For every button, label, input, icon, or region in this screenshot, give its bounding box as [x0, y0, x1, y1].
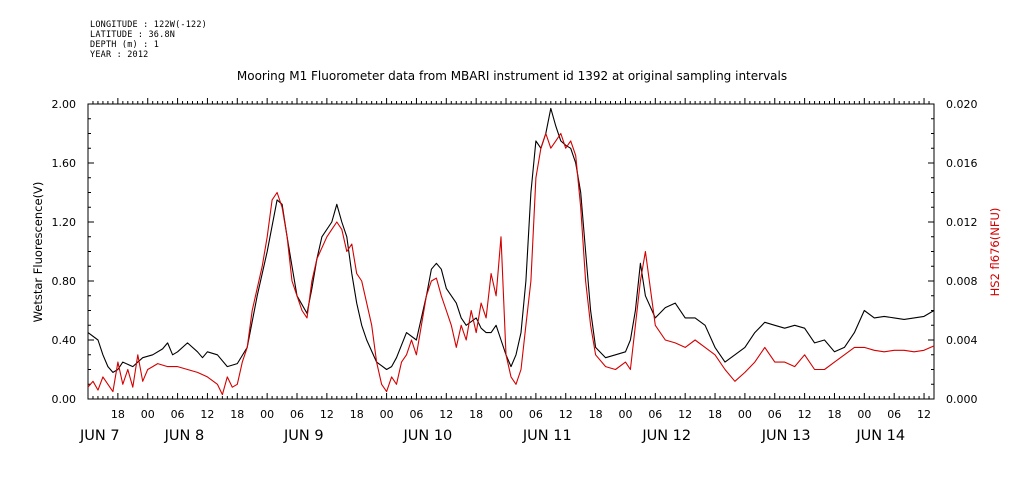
x-hour-tick-label: 00 — [618, 408, 632, 421]
right-y-tick-label: 0.000 — [946, 393, 978, 406]
right-y-tick-label: 0.008 — [946, 275, 978, 288]
x-day-label: JUN 10 — [402, 428, 452, 444]
x-hour-tick-label: 12 — [917, 408, 931, 421]
right-y-tick-label: 0.012 — [946, 216, 978, 229]
x-day-label: JUN 11 — [522, 428, 572, 444]
x-day-label: JUN 8 — [164, 428, 205, 444]
wetstar-fluorescence-line — [87, 107, 935, 373]
plot-frame — [87, 103, 935, 400]
right-y-tick-label: 0.004 — [946, 334, 978, 347]
x-hour-tick-label: 06 — [768, 408, 782, 421]
x-hour-tick-label: 06 — [887, 408, 901, 421]
x-hour-tick-label: 12 — [559, 408, 573, 421]
x-hour-tick-label: 00 — [380, 408, 394, 421]
x-hour-tick-label: 12 — [320, 408, 334, 421]
x-hour-tick-label: 00 — [857, 408, 871, 421]
left-y-tick-label: 2.00 — [52, 98, 77, 111]
latitude-label: LATITUDE : 36.8N — [90, 30, 176, 40]
metadata-block: LONGITUDE : 122W(-122) LATITUDE : 36.8N … — [90, 20, 207, 60]
x-hour-tick-label: 18 — [350, 408, 364, 421]
x-hour-tick-label: 00 — [499, 408, 513, 421]
left-y-tick-label: 0.40 — [52, 334, 77, 347]
x-hour-tick-label: 18 — [230, 408, 244, 421]
left-y-tick-label: 1.20 — [52, 216, 77, 229]
right-y-tick-label: 0.020 — [946, 98, 978, 111]
right-axis-label: HS2 fl676(NFU) — [988, 208, 1002, 297]
x-day-label: JUN 14 — [855, 428, 905, 444]
chart-title: Mooring M1 Fluorometer data from MBARI i… — [237, 69, 787, 83]
x-hour-tick-label: 18 — [708, 408, 722, 421]
x-hour-tick-label: 06 — [409, 408, 423, 421]
x-hour-tick-label: 06 — [171, 408, 185, 421]
hs2-fl676-line — [87, 132, 935, 396]
x-hour-tick-label: 00 — [738, 408, 752, 421]
x-hour-tick-label: 00 — [141, 408, 155, 421]
x-day-label: JUN 12 — [641, 428, 691, 444]
x-hour-tick-label: 18 — [827, 408, 841, 421]
x-hour-tick-label: 00 — [260, 408, 274, 421]
right-axis-tick-labels: 0.000 0.004 0.008 0.012 0.016 0.020 — [946, 98, 978, 406]
x-hour-tick-label: 18 — [469, 408, 483, 421]
depth-label: DEPTH (m) : 1 — [90, 40, 160, 50]
x-hour-tick-label: 18 — [589, 408, 603, 421]
x-axis-tick-labels: 18 00 06 12 18 00 06 12 18 00 06 12 18 00 06 12 18 00 06 12… — [79, 408, 931, 444]
left-axis-label: Wetstar Fluorescence(V) — [31, 182, 45, 323]
left-y-tick-label: 1.60 — [52, 157, 77, 170]
x-hour-tick-label: 06 — [290, 408, 304, 421]
x-day-label: JUN 13 — [761, 428, 811, 444]
x-hour-tick-label: 06 — [648, 408, 662, 421]
left-y-tick-label: 0.00 — [52, 393, 77, 406]
x-hour-tick-label: 12 — [678, 408, 692, 421]
x-hour-tick-label: 12 — [439, 408, 453, 421]
series-lines — [87, 107, 935, 396]
x-hour-tick-label: 12 — [200, 408, 214, 421]
left-y-tick-label: 0.80 — [52, 275, 77, 288]
longitude-label: LONGITUDE : 122W(-122) — [90, 20, 207, 30]
x-hour-tick-label: 06 — [529, 408, 543, 421]
x-hour-tick-label: 12 — [798, 408, 812, 421]
x-hour-tick-label: 18 — [111, 408, 125, 421]
right-y-tick-label: 0.016 — [946, 157, 978, 170]
left-axis-tick-labels: 0.00 0.40 0.80 1.20 1.60 2.00 — [52, 98, 77, 406]
x-day-label: JUN 7 — [79, 428, 120, 444]
year-label: YEAR : 2012 — [90, 50, 149, 60]
tick-marks — [88, 98, 934, 400]
x-day-label: JUN 9 — [283, 428, 324, 444]
